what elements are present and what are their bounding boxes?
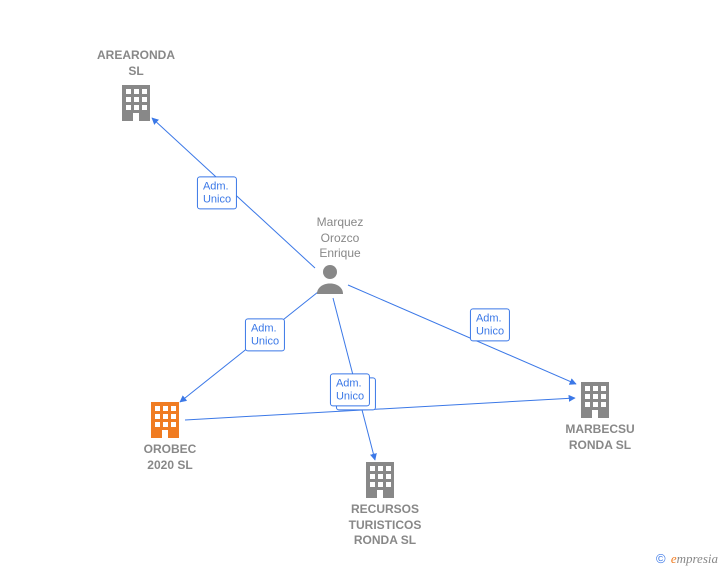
edge-label: Adm.Unico [470, 308, 510, 341]
center-node-label: MarquezOrozcoEnrique [317, 215, 364, 262]
building-icon [581, 382, 609, 418]
icons-layer [122, 85, 609, 498]
diagram-canvas [0, 0, 728, 575]
watermark: © empresia [656, 551, 718, 567]
edge [348, 285, 576, 384]
node-label: OROBEC2020 SL [144, 442, 197, 473]
person-icon [317, 265, 343, 294]
edge [185, 398, 575, 420]
building-icon [151, 402, 179, 438]
node-label: MARBECSURONDA SL [565, 422, 634, 453]
watermark-rest: mpresia [677, 551, 718, 566]
edge-label: Adm.Unico [197, 176, 237, 209]
edge-label: Adm.Unico [330, 373, 370, 406]
building-icon [122, 85, 150, 121]
edge-label: Adm.Unico [245, 318, 285, 351]
node-label: AREARONDASL [97, 48, 175, 79]
node-label: RECURSOSTURISTICOSRONDA SL [349, 502, 422, 549]
building-icon [366, 462, 394, 498]
copyright-symbol: © [656, 551, 666, 566]
